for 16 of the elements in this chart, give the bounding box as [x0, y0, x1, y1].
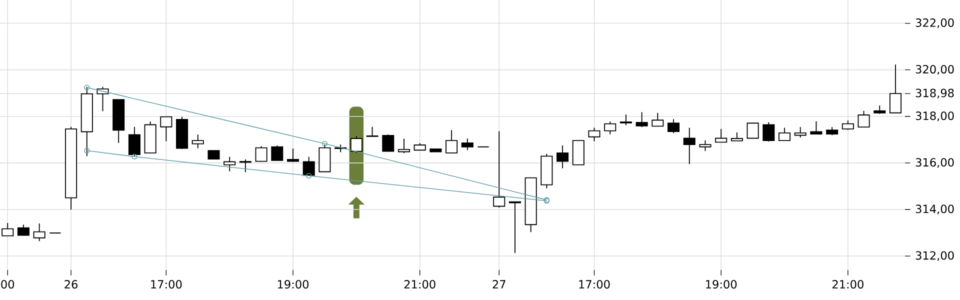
y-tick-label: 318,00: [916, 112, 954, 122]
x-tick-label: 17:00: [151, 280, 182, 289]
x-tick-label: 17:00: [579, 280, 610, 289]
y-tick-label: 318,98: [916, 88, 954, 98]
y-tick-label: 316,00: [916, 158, 954, 168]
y-tick-label: 322,00: [916, 18, 954, 28]
y-tick-label: 320,00: [916, 64, 954, 75]
x-tick-label: 00: [1, 280, 14, 289]
x-tick-label: 27: [492, 280, 506, 288]
x-tick-label: 26: [64, 280, 78, 289]
y-tick-label: 314,00: [916, 204, 954, 214]
x-tick-label: 19:00: [278, 280, 309, 289]
x-tick-label: 21:00: [404, 280, 436, 289]
x-tick-label: 21:00: [832, 280, 864, 289]
y-tick-label: 312,00: [916, 251, 954, 261]
x-tick-label: 19:00: [706, 280, 737, 289]
